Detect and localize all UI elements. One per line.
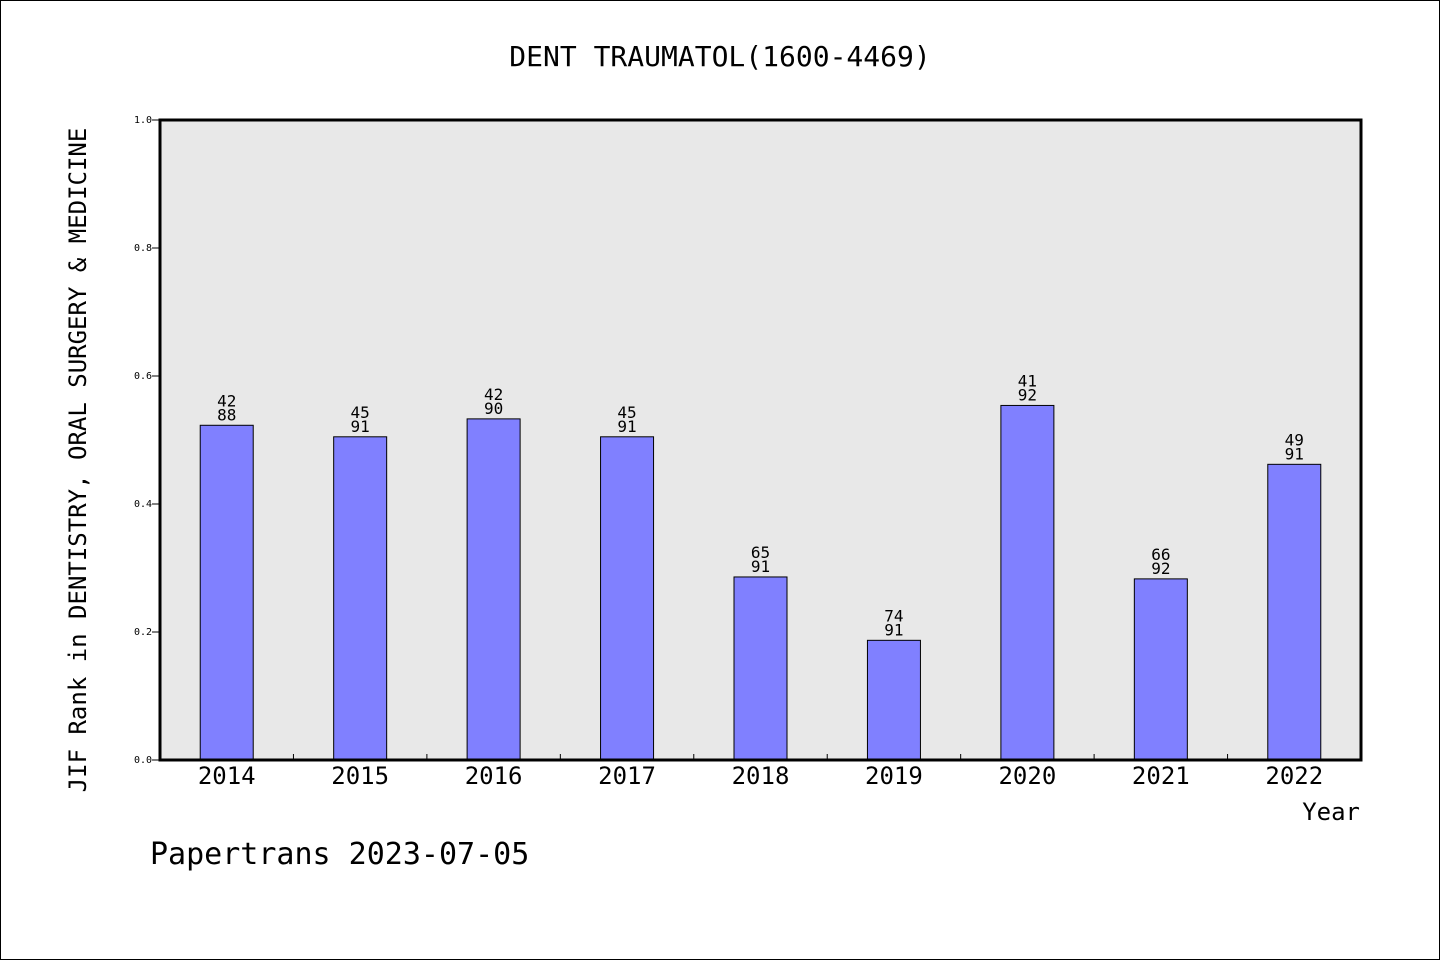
rank-label: 41	[1018, 371, 1037, 390]
x-tick-label: 2014	[198, 762, 256, 790]
x-axis-ticks: 2014 2015 2016 2017 2018 2019 2020 2021 2022	[198, 754, 1323, 790]
rank-label: 49	[1285, 430, 1304, 449]
y-tick-label: 0.0	[134, 755, 152, 766]
total-label: 91	[884, 620, 903, 639]
total-label: 92	[1018, 385, 1037, 404]
x-tick-label: 2017	[598, 762, 656, 790]
total-label: 91	[751, 557, 770, 576]
total-label: 91	[351, 417, 370, 436]
y-tick-label: 0.6	[134, 371, 152, 382]
rank-label: 45	[617, 403, 636, 422]
chart-title: DENT TRAUMATOL(1600-4469)	[509, 40, 930, 73]
x-tick-label: 2020	[998, 762, 1056, 790]
bar-2022	[1267, 463, 1322, 761]
footer-text: Papertrans 2023-07-05	[150, 837, 529, 872]
total-label: 91	[1285, 444, 1304, 463]
x-tick-label: 2022	[1265, 762, 1323, 790]
x-tick-label: 2016	[465, 762, 523, 790]
bars	[199, 404, 1322, 761]
rank-label: 74	[884, 606, 903, 625]
rank-label: 42	[484, 385, 503, 404]
y-tick-label: 0.8	[134, 243, 152, 254]
y-axis-ticks: 0.0 0.2 0.4 0.6 0.8 1.0	[134, 115, 160, 766]
y-tick-label: 0.4	[134, 499, 152, 510]
x-tick-label: 2019	[865, 762, 923, 790]
x-tick-label: 2021	[1132, 762, 1190, 790]
bar-2016	[466, 418, 521, 761]
x-axis-title: Year	[1302, 798, 1360, 826]
rank-label: 42	[217, 391, 236, 410]
bar-2017	[600, 436, 655, 761]
rank-label: 65	[751, 543, 770, 562]
x-tick-label: 2015	[331, 762, 389, 790]
bar-2019	[866, 639, 921, 761]
total-label: 88	[217, 405, 236, 424]
y-tick-label: 0.2	[134, 627, 152, 638]
bar-2020	[1000, 404, 1055, 761]
bar-2021	[1133, 578, 1188, 761]
y-axis-title: JIF Rank in DENTISTRY, ORAL SURGERY & ME…	[64, 128, 92, 793]
bar-2018	[733, 576, 788, 761]
total-label: 90	[484, 399, 503, 418]
total-label: 92	[1151, 559, 1170, 578]
plot-border	[158, 118, 1363, 762]
x-tick-label: 2018	[732, 762, 790, 790]
total-label: 91	[617, 417, 636, 436]
bar-2014	[199, 424, 254, 761]
rank-label: 45	[351, 403, 370, 422]
bar-2015	[333, 436, 388, 761]
rank-label: 66	[1151, 545, 1170, 564]
y-tick-label: 1.0	[134, 115, 152, 126]
